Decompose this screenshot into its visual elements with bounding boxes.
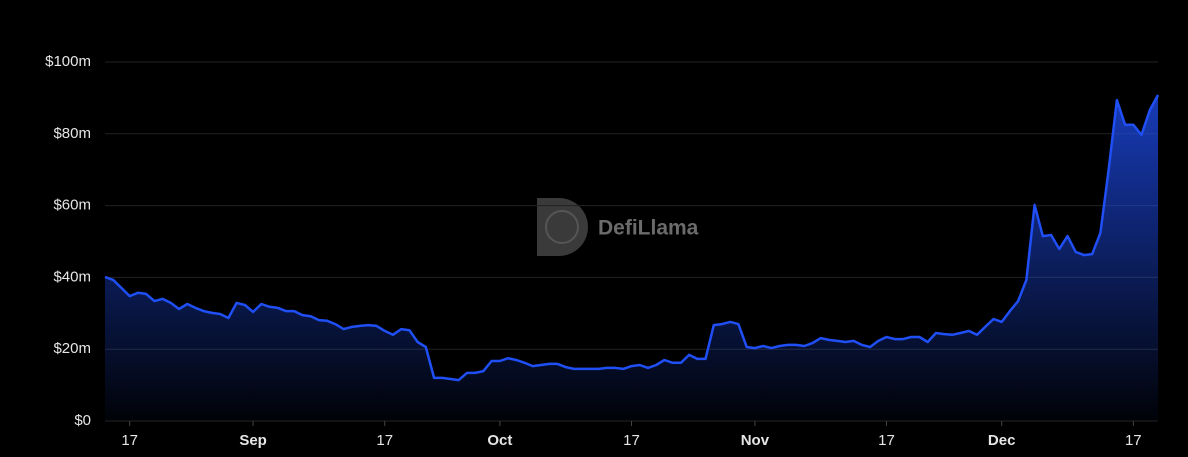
x-tick-label: 17 <box>1125 432 1142 449</box>
x-tick-label: 17 <box>878 432 895 449</box>
y-tick-label: $60m <box>53 197 91 214</box>
line <box>104 94 1160 382</box>
y-tick-label: $20m <box>53 340 91 357</box>
x-tick-label: 17 <box>121 432 138 449</box>
y-tick-label: $80m <box>53 125 91 142</box>
x-tick-label: 17 <box>623 432 640 449</box>
x-tick-label: Dec <box>988 432 1016 449</box>
watermark: DefiLlama <box>537 198 699 256</box>
watermark-logo <box>537 198 588 256</box>
watermark-text: DefiLlama <box>598 217 699 240</box>
y-tick-label: $0 <box>74 412 91 429</box>
y-tick-label: $100m <box>45 53 91 70</box>
x-tick-label: Oct <box>487 432 512 449</box>
watermark-logo-ring <box>545 210 579 244</box>
x-tick-label: 17 <box>376 432 393 449</box>
y-tick-label: $40m <box>53 268 91 285</box>
area-fill <box>105 95 1158 421</box>
x-tick-label: Sep <box>239 432 267 449</box>
x-tick-label: Nov <box>741 432 770 449</box>
